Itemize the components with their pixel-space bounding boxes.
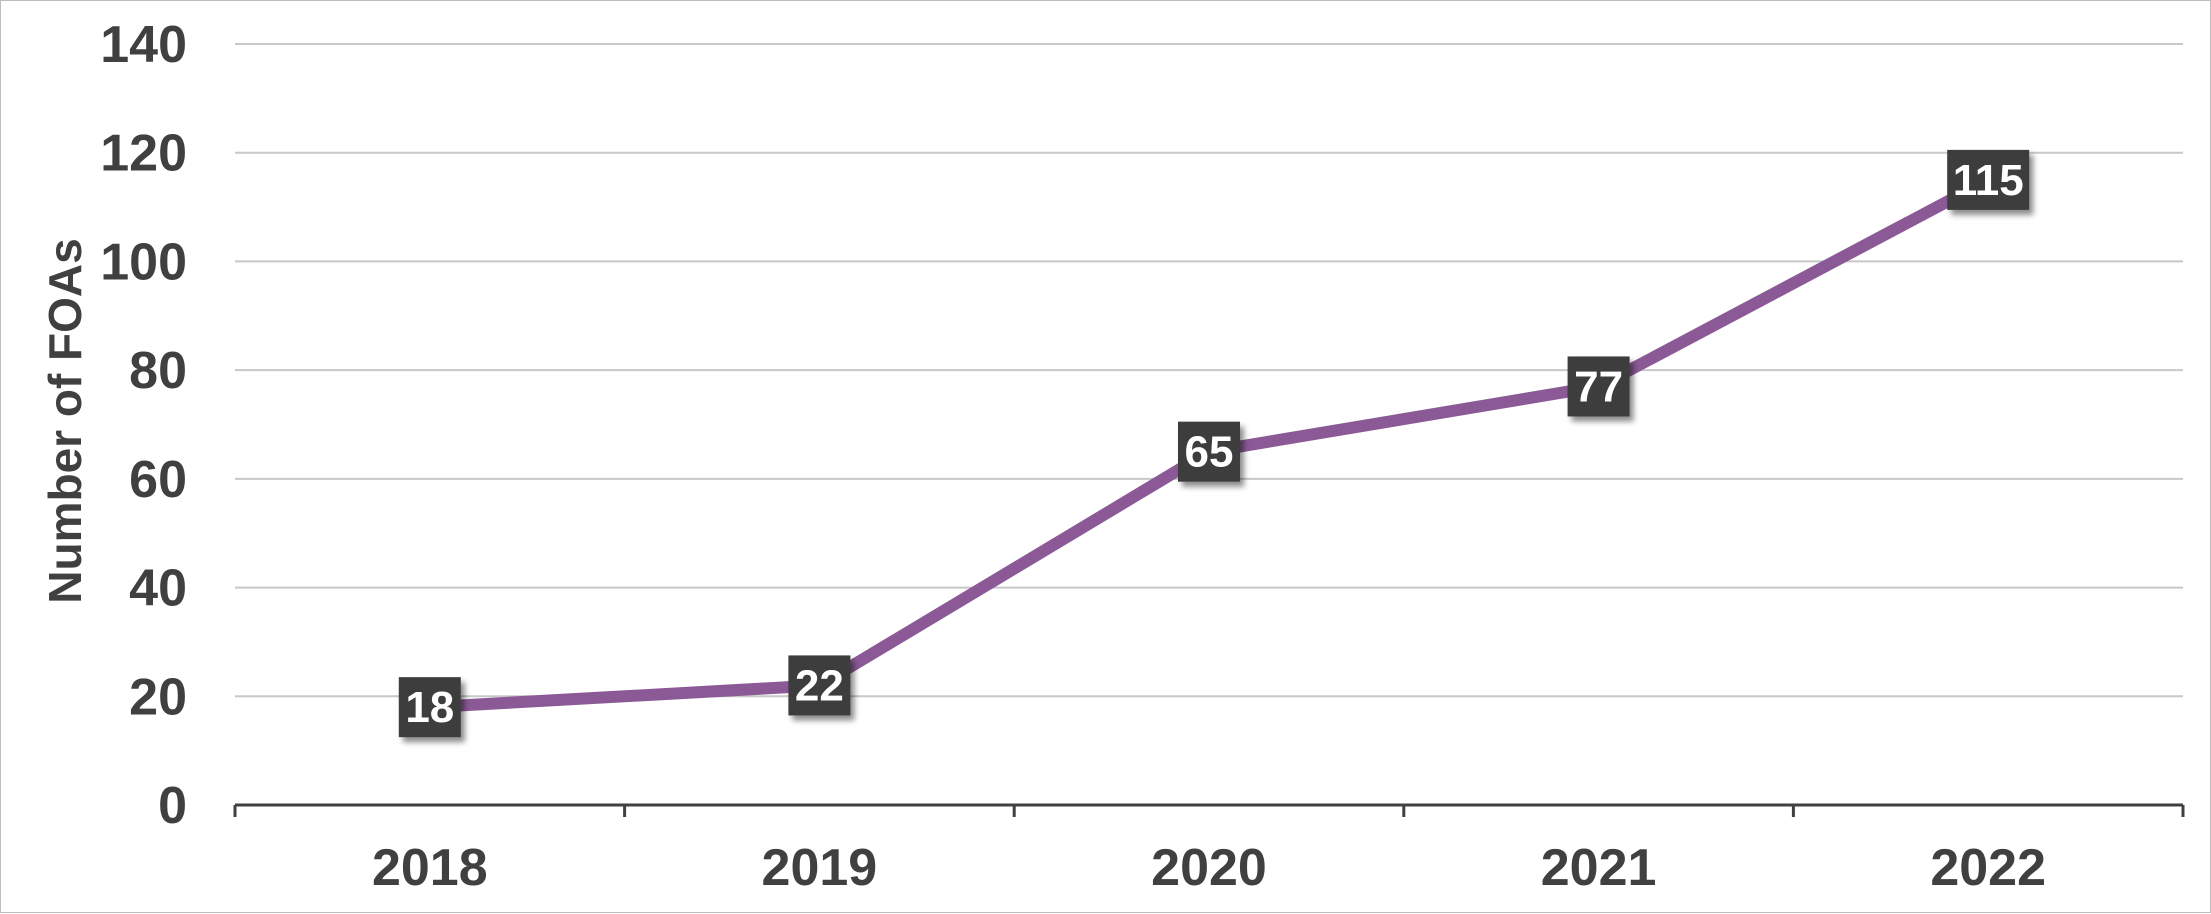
data-label-box <box>398 677 461 738</box>
data-label: 77 <box>1567 356 1630 417</box>
data-label-box <box>1947 149 2030 210</box>
data-label: 22 <box>788 655 851 716</box>
y-tick-label: 0 <box>158 777 187 835</box>
y-tick-label: 40 <box>129 560 187 618</box>
data-label-text: 115 <box>1953 156 2024 205</box>
data-label-text: 18 <box>405 683 454 732</box>
y-tick-label: 140 <box>100 16 187 74</box>
x-tick-label: 2020 <box>1151 839 1267 897</box>
x-tick-label: 2021 <box>1541 839 1657 897</box>
y-tick-label: 100 <box>100 233 187 291</box>
y-tick-label: 80 <box>129 342 187 400</box>
data-label-box <box>1567 356 1630 417</box>
y-tick-label: 20 <box>129 668 187 726</box>
y-tick-label: 60 <box>129 451 187 509</box>
gridlines <box>235 43 2183 698</box>
data-label: 18 <box>398 677 461 738</box>
data-label-text: 65 <box>1185 428 1234 477</box>
data-labels: 18 22 65 77 115 <box>398 149 2030 738</box>
data-label-text: 22 <box>795 661 844 710</box>
data-label: 115 <box>1947 149 2030 210</box>
data-label-box <box>1178 421 1240 482</box>
y-axis-title: Number of FOAs <box>39 238 91 603</box>
x-axis-tick-labels: 2018 2019 2020 2021 2022 <box>372 839 2046 897</box>
x-axis <box>233 803 2185 817</box>
data-label-box <box>788 655 851 716</box>
x-tick-label: 2022 <box>1930 839 2046 897</box>
x-tick-label: 2019 <box>762 839 878 897</box>
x-tick-label: 2018 <box>372 839 488 897</box>
data-label: 65 <box>1178 421 1240 482</box>
data-label-text: 77 <box>1574 362 1623 411</box>
y-axis-tick-labels: 0 20 40 60 80 100 120 140 <box>100 16 187 835</box>
y-tick-label: 120 <box>100 125 187 183</box>
